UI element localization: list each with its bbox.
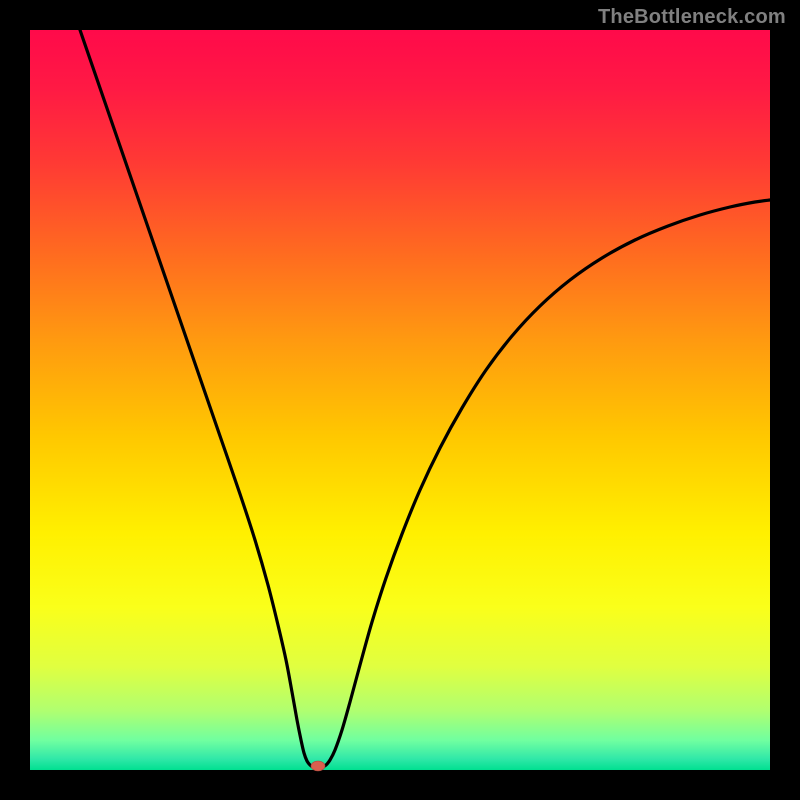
plot-background — [30, 30, 770, 770]
bottleneck-chart — [0, 0, 800, 800]
optimal-point-marker — [311, 761, 325, 771]
watermark-text: TheBottleneck.com — [598, 6, 786, 29]
